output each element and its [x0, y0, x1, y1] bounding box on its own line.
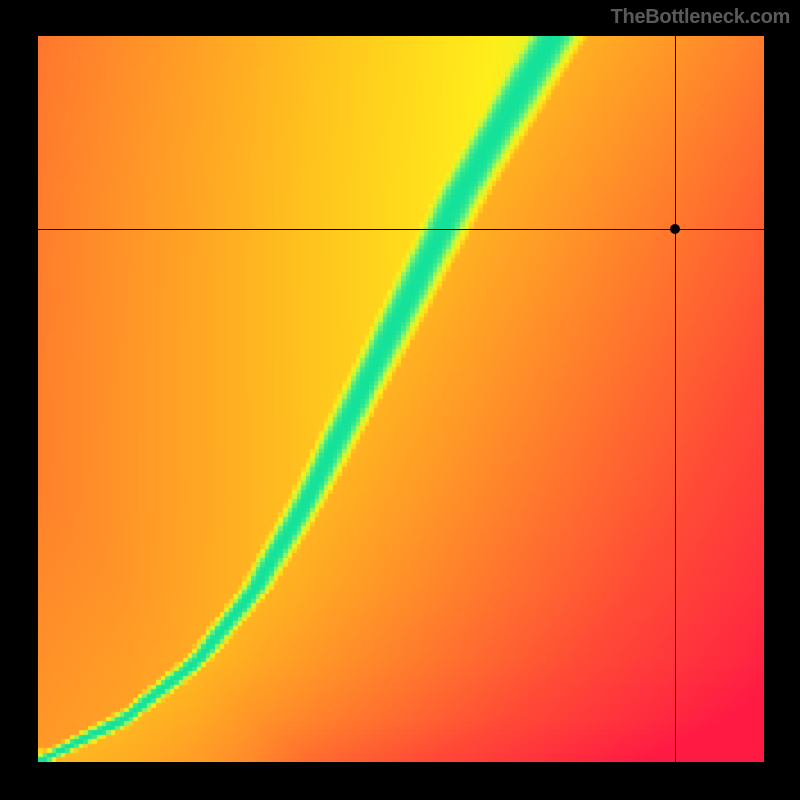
heatmap-plot [38, 36, 764, 762]
heatmap-canvas [38, 36, 764, 762]
crosshair-dot [670, 224, 680, 234]
crosshair-horizontal [38, 229, 764, 230]
watermark-text: TheBottleneck.com [611, 6, 790, 29]
crosshair-vertical [675, 36, 676, 762]
